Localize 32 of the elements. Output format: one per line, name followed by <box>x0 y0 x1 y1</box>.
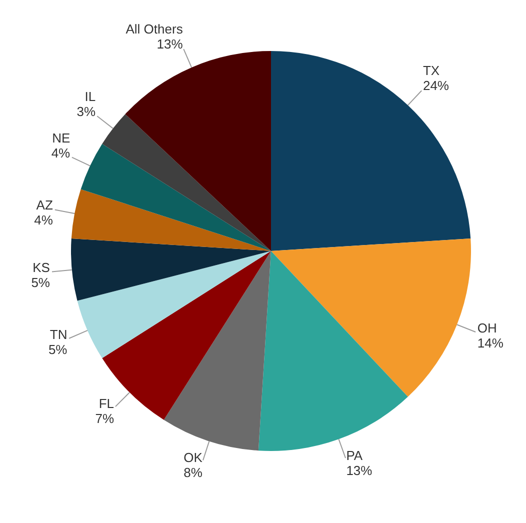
pie-slice <box>102 114 271 251</box>
pie-slice <box>271 238 471 397</box>
data-label: 5% <box>31 274 50 290</box>
pie-slice <box>80 144 271 251</box>
slice-label: OH <box>477 320 497 336</box>
slice-label: TX <box>422 63 440 78</box>
slice-label: OK <box>184 450 203 466</box>
slice-label: FL <box>98 396 114 411</box>
slice-label: All Others <box>126 21 184 36</box>
data-label: 3% <box>76 104 96 119</box>
slice-label: PA <box>346 448 363 463</box>
pie-slice <box>125 51 271 251</box>
data-label: 4% <box>51 145 71 160</box>
pie-slice <box>71 238 271 301</box>
pie-slice <box>258 251 408 451</box>
data-label: 24% <box>422 78 450 94</box>
pie-slice <box>164 251 271 451</box>
pie-slice <box>271 51 471 251</box>
data-label: 8% <box>184 465 203 480</box>
slice-label: AZ <box>36 197 53 212</box>
slice-label: KS <box>32 260 50 275</box>
data-label: 13% <box>346 462 373 478</box>
pie-slice <box>77 251 271 358</box>
data-label: 7% <box>95 410 114 426</box>
data-label: 5% <box>48 342 68 358</box>
data-label: 13% <box>156 36 184 52</box>
data-label: 14% <box>477 336 504 351</box>
data-label: 4% <box>34 212 54 228</box>
pie-slice <box>71 189 271 251</box>
slice-label: TN <box>50 327 68 342</box>
slice-label: NE <box>52 130 70 146</box>
slice-label: IL <box>84 88 96 104</box>
